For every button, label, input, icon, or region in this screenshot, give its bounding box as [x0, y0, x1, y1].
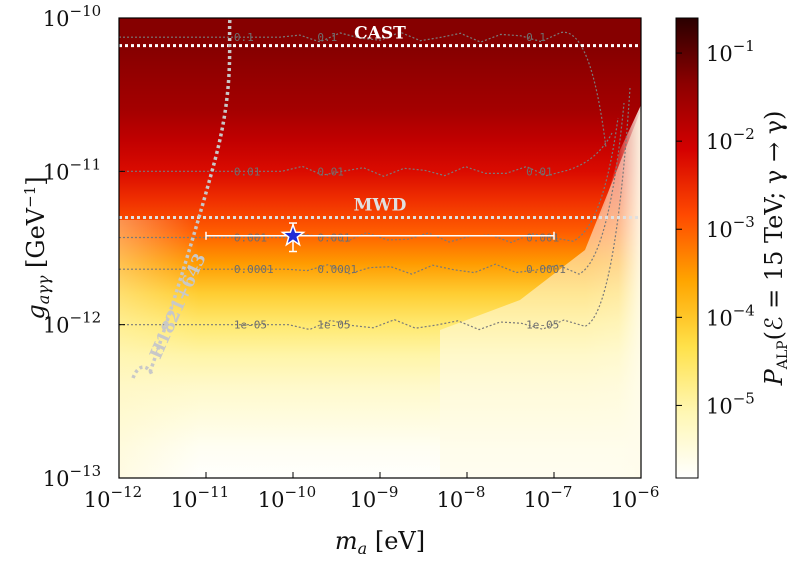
contour-lines: 1e-05 1e-05 1e-05 0.0001 0.0001 0.0001 0.001 0.…: [119, 31, 631, 332]
x-tick-label: 10−6: [611, 483, 660, 512]
y-tick-label: 10−11: [43, 155, 101, 184]
y-tick-label: 10−13: [43, 462, 101, 491]
bound-label: MWD: [354, 195, 407, 215]
x-tick-label: 10−8: [437, 483, 486, 512]
contour-label: 0.0001: [234, 263, 274, 276]
contour-label: 0.001: [526, 232, 559, 245]
contour-label: 0.001: [317, 232, 350, 245]
colorbar-gradient: [675, 17, 699, 479]
x-tick-label: 10−11: [171, 483, 229, 512]
contour-label: 1e-05: [317, 319, 350, 332]
colorbar-tick-label: 10−2: [706, 125, 755, 154]
contour-label: 0.01: [317, 165, 344, 178]
x-tick-label: 10−12: [84, 483, 142, 512]
contour-label: 0.1: [526, 31, 546, 44]
contour-label: 0.01: [526, 165, 553, 178]
contour-label: 1e-05: [234, 319, 267, 332]
best-fit-point: [205, 222, 555, 253]
contour-line: [119, 102, 625, 275]
x-axis-label: ma [eV]: [335, 527, 425, 558]
y-axis-label: gaγγ [GeV−1]: [21, 176, 53, 319]
y-axis-ticks: 10−13 10−12 10−11 10−10: [43, 2, 125, 491]
y-tick-label: 10−10: [43, 2, 101, 31]
colorbar-tick-label: 10−4: [706, 301, 755, 330]
best-fit-star: [280, 222, 306, 247]
contour-label: 0.1: [317, 31, 337, 44]
bound-curve: [148, 18, 232, 373]
x-tick-label: 10−10: [258, 483, 316, 512]
high-mass-suppression-lower: [440, 110, 641, 478]
colorbar: 10−5 10−4 10−3 10−2 10−1 PALP(ℰ = 15 TeV; γ …: [675, 17, 791, 479]
colorbar-tick-label: 10−3: [706, 213, 755, 242]
contour-line: [119, 31, 607, 149]
contour-label: 0.0001: [526, 263, 566, 276]
bound-label: CAST: [354, 24, 406, 44]
contour-label: 1e-05: [526, 319, 559, 332]
plot-area: 1e-05 1e-05 1e-05 0.0001 0.0001 0.0001 0.001 0.…: [119, 18, 641, 478]
colorbar-label: PALP(ℰ = 15 TeV; γ → γ): [760, 111, 791, 387]
contour-label: 0.1: [234, 31, 254, 44]
contour-label: 0.01: [234, 165, 261, 178]
x-tick-label: 10−9: [350, 483, 399, 512]
x-tick-label: 10−7: [524, 483, 573, 512]
bound-curve-tail: [131, 365, 154, 379]
contour-label: 0.001: [234, 232, 267, 245]
colorbar-tick-label: 10−5: [706, 389, 755, 418]
contour-line: [119, 117, 619, 244]
contour-line: [119, 87, 631, 331]
colorbar-tick-label: 10−1: [706, 37, 755, 66]
y-tick-label: 10−12: [43, 309, 101, 338]
contour-line: [119, 132, 613, 177]
contour-label: 0.0001: [317, 263, 357, 276]
